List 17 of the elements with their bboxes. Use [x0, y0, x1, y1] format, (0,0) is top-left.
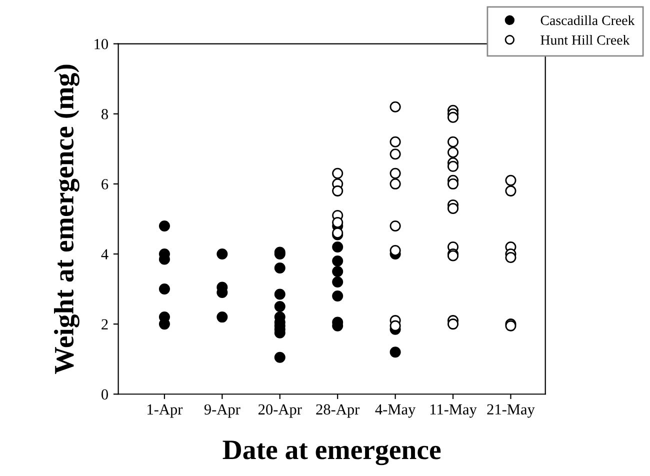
x-axis-title: Date at emergence [222, 440, 441, 466]
y-tick-label: 4 [101, 249, 108, 260]
y-tick-label: 10 [94, 38, 108, 50]
x-tick-label: 11-May [430, 404, 477, 418]
x-tick-label: 28-Apr [316, 404, 360, 418]
x-tick-label: 20-Apr [258, 404, 302, 418]
y-tick-label: 6 [102, 179, 108, 190]
legend-label: Hunt Hill Creek [540, 34, 630, 45]
y-axis-title: Weight at emergence (mg) [54, 64, 80, 374]
legend-label: Cascadilla Creek [540, 15, 635, 26]
x-tick-label: 1-Apr [148, 404, 183, 418]
y-tick-label: 0 [102, 389, 108, 400]
x-tick-label: 21-May [487, 404, 535, 418]
x-tick-label: 4-May [375, 404, 416, 418]
y-tick-label: 8 [102, 109, 108, 120]
x-tick-label: 9-Apr [204, 404, 240, 418]
y-tick-label: 2 [102, 319, 108, 330]
